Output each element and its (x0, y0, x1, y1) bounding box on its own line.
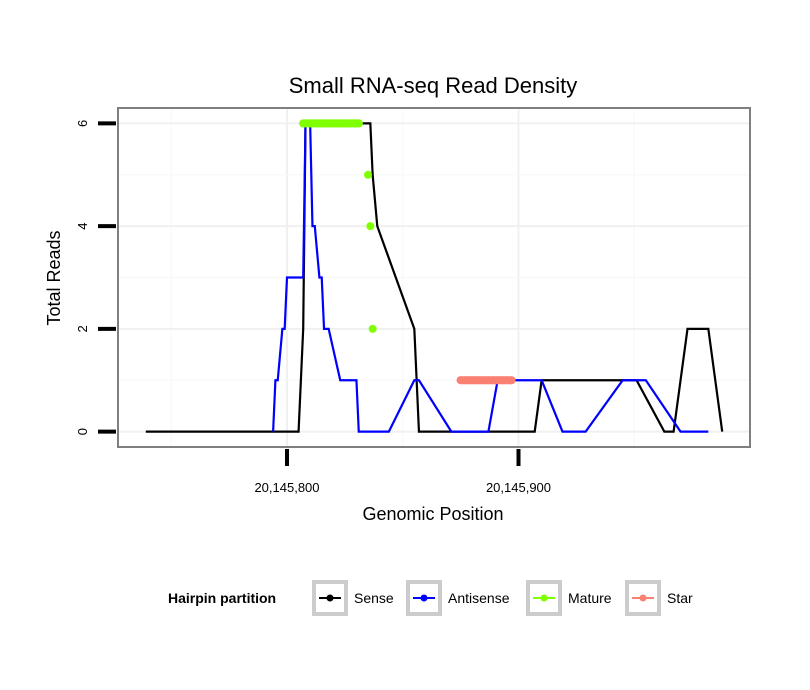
chart-title: Small RNA-seq Read Density (289, 73, 578, 98)
y-tick-label-3: 6 (75, 120, 90, 127)
antisense-line (272, 122, 709, 433)
legend-label-antisense: Antisense (448, 590, 510, 606)
series-star (456, 376, 516, 385)
mature-point-13 (364, 170, 373, 179)
legend-item-sense: Sense (312, 580, 394, 616)
x-axis: 20,145,800 20,145,900 (254, 449, 551, 495)
legend-items: Sense Antisense Mature Star (312, 580, 693, 616)
legend-key-dot-mature (540, 594, 548, 602)
x-axis-label: Genomic Position (362, 504, 503, 524)
x-tick-label-1: 20,145,900 (486, 480, 551, 495)
panel-border (117, 107, 751, 448)
legend: Hairpin partition Sense Antisense Mature St… (168, 580, 693, 616)
series-antisense (272, 122, 709, 433)
y-tick-label-1: 2 (75, 325, 90, 332)
legend-item-star: Star (625, 580, 693, 616)
legend-item-antisense: Antisense (406, 580, 510, 616)
series-mature (299, 119, 377, 333)
legend-key-dot-antisense (420, 594, 428, 602)
mature-point-15 (368, 324, 377, 333)
mature-point-12 (354, 119, 363, 128)
legend-label-mature: Mature (568, 590, 612, 606)
legend-key-dot-sense (326, 594, 334, 602)
x-tick-label-0: 20,145,800 (254, 480, 319, 495)
y-axis: 0 2 4 6 (75, 120, 116, 435)
y-axis-label: Total Reads (44, 230, 64, 325)
legend-label-sense: Sense (354, 590, 394, 606)
legend-title: Hairpin partition (168, 590, 276, 606)
legend-key-dot-star (639, 594, 647, 602)
star-point-11 (507, 376, 516, 385)
y-tick-label-0: 0 (75, 428, 90, 435)
legend-label-star: Star (667, 590, 693, 606)
legend-item-mature: Mature (526, 580, 612, 616)
mature-point-14 (366, 222, 375, 231)
y-tick-label-2: 4 (75, 223, 90, 230)
series-layer (145, 119, 724, 433)
